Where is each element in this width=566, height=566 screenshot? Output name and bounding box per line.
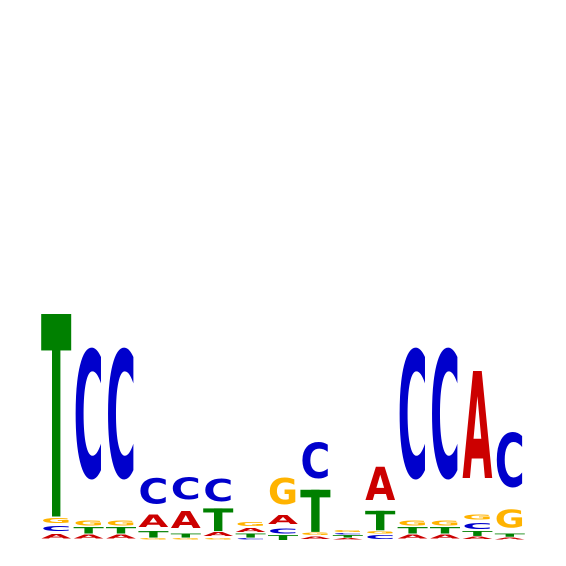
logo-letter-C: C: [138, 471, 168, 511]
logo-letter-C: C: [268, 527, 298, 535]
logo-letter-G: G: [236, 522, 266, 528]
logo-letter-C: C: [398, 315, 428, 519]
logo-letter-C: C: [106, 315, 136, 519]
logo-letter-G: G: [333, 530, 363, 533]
logo-letter-T: [268, 535, 298, 540]
logo-letter-C: C: [365, 534, 395, 540]
logo-letter-A: A: [106, 533, 137, 540]
logo-letter-T: [494, 533, 525, 537]
logo-letter-G: G: [171, 538, 201, 540]
logo-letter-C: C: [430, 315, 460, 519]
logo-letter-C: C: [333, 533, 363, 535]
logo-column-6: GA C: [203, 474, 234, 540]
logo-letter-G: G: [268, 470, 298, 513]
logo-letter-T: [462, 531, 493, 536]
logo-column-12: AGC: [397, 315, 429, 540]
logo-letter-A: A: [138, 512, 168, 532]
logo-letter-A: A: [430, 533, 461, 540]
logo-letter-A: A: [300, 536, 331, 540]
logo-letter-T: [203, 508, 234, 532]
logo-column-3: AGC: [106, 315, 137, 540]
logo-letter-A: A: [268, 512, 299, 527]
logo-letter-G: G: [300, 532, 330, 536]
logo-letter-T: [73, 527, 104, 534]
logo-letter-A: A: [333, 538, 364, 540]
logo-letter-G: G: [203, 538, 233, 540]
logo-letter-G: G: [398, 519, 428, 527]
logo-letter-A: A: [41, 533, 72, 540]
logo-column-10: A CG: [332, 530, 364, 540]
logo-letter-A: A: [462, 536, 493, 540]
logo-column-7: C AG: [235, 522, 267, 540]
logo-letter-A: A: [462, 343, 492, 514]
logo-letter-T: [397, 527, 428, 534]
logo-column-15: AGC: [494, 420, 526, 540]
logo-letter-C: C: [495, 420, 525, 505]
logo-letter-T: [430, 527, 460, 534]
logo-letter-T: [138, 531, 169, 538]
logo-column-1: ACG: [41, 314, 72, 540]
logo-column-13: AGC: [430, 315, 461, 540]
logo-letter-C: C: [236, 538, 266, 540]
logo-letter-T: [300, 489, 331, 532]
logo-column-11: CG A: [365, 458, 395, 540]
logo-letter-G: G: [430, 519, 460, 527]
logo-letter-G: G: [462, 514, 492, 522]
logo-letter-C: C: [203, 474, 233, 509]
logo-letter-A: A: [236, 527, 267, 534]
logo-letter-A: A: [203, 531, 234, 538]
logo-letter-A: A: [74, 533, 105, 540]
logo-letter-G: G: [495, 505, 525, 534]
logo-letter-A: A: [171, 506, 201, 534]
logo-column-2: AGC: [73, 315, 105, 540]
logo-letter-C: C: [74, 315, 104, 519]
logo-letter-A: A: [398, 533, 429, 540]
logo-letter-C: C: [171, 473, 201, 507]
logo-letter-A: A: [365, 458, 395, 511]
logo-letter-C: C: [300, 433, 330, 490]
logo-letter-T: [41, 314, 72, 517]
logo-letter-C: C: [462, 521, 492, 531]
logo-letter-G: G: [365, 530, 395, 534]
logo-letter-G: G: [74, 519, 104, 527]
logo-letter-A: A: [495, 537, 526, 540]
logo-letter-T: [235, 533, 266, 538]
logo-column-4: G AC: [138, 471, 168, 540]
logo-letter-T: [106, 527, 136, 534]
logo-column-5: G AC: [170, 473, 201, 540]
logo-letter-G: G: [138, 538, 168, 540]
logo-stacks: ACGAGCAGCGACGACGACCAGCAGAGCACGCGAAGCAGCA…: [41, 314, 526, 540]
logo-column-8: CAG: [268, 470, 299, 540]
logo-column-9: AG C: [300, 433, 331, 540]
logo-letter-G: G: [41, 517, 71, 525]
logo-letter-G: G: [106, 519, 136, 527]
logo-letter-T: [170, 533, 201, 538]
logo-letter-T: [332, 535, 363, 538]
logo-letter-T: [365, 510, 396, 531]
logo-letter-C: C: [41, 525, 71, 533]
